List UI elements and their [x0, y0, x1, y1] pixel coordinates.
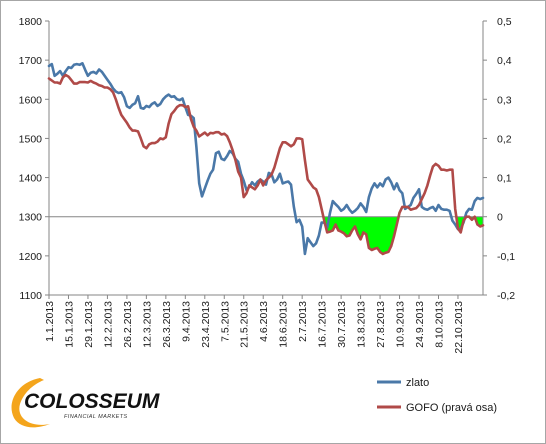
gofo-negative-area — [323, 216, 483, 254]
x-tick-label: 13.8.2013 — [356, 301, 368, 348]
series-line-zlato — [47, 61, 485, 256]
x-tick-label: 22.10.2013 — [453, 301, 465, 354]
x-tick-label: 2.7.2013 — [297, 301, 309, 342]
legend-label-zlato: zlato — [406, 377, 429, 389]
y-right-tick-label: 0,3 — [497, 94, 512, 106]
y-right-tick-label: 0,5 — [497, 16, 512, 28]
x-tick-label: 12.3.2013 — [141, 301, 153, 348]
x-tick-label: 26.2.2013 — [122, 301, 134, 348]
x-tick-label: 26.3.2013 — [161, 301, 173, 348]
x-tick-label: 23.4.2013 — [200, 301, 212, 348]
x-tick-label: 1.1.2013 — [44, 301, 56, 342]
x-tick-label: 7.5.2013 — [219, 301, 231, 342]
x-tick-label: 16.7.2013 — [317, 301, 329, 348]
x-tick-label: 15.1.2013 — [63, 301, 75, 348]
legend: zlato GOFO (pravá osa) — [377, 377, 497, 414]
x-tick-label: 24.9.2013 — [414, 301, 426, 348]
y-left-tick-label: 1700 — [19, 55, 43, 67]
series-line-gofo — [47, 73, 485, 256]
x-tick-label: 4.6.2013 — [258, 301, 270, 342]
gofo-negative-fill-layer — [323, 216, 483, 254]
y-right-tick-label: 0,2 — [497, 133, 512, 145]
y-left-tick-label: 1400 — [19, 173, 43, 185]
y-left-tick-label: 1100 — [19, 290, 42, 302]
logo-wordmark: COLOSSEUM — [24, 390, 160, 413]
x-tick-label: 9.4.2013 — [180, 301, 192, 342]
colosseum-logo: COLOSSEUM FINANCIAL MARKETS — [11, 378, 160, 428]
y-left-tick-label: 1800 — [19, 16, 43, 28]
tick-labels-layer: 1100 1200 1300 1400 1500 1600 1700 1800 -0,2 -0,1… — [19, 16, 516, 354]
x-tick-label: 21.5.2013 — [239, 301, 251, 348]
logo-swoosh-inner-icon — [23, 384, 38, 414]
axes-layer — [45, 20, 487, 299]
y-left-tick-label: 1600 — [19, 94, 43, 106]
y-right-tick-label: -0,2 — [497, 290, 515, 302]
x-tick-label: 12.2.2013 — [102, 301, 114, 348]
logo-swoosh-icon — [11, 378, 50, 428]
x-tick-label: 10.9.2013 — [395, 301, 407, 348]
legend-label-gofo: GOFO (pravá osa) — [406, 402, 497, 414]
y-right-tick-label: 0,1 — [497, 173, 512, 185]
x-tick-label: 30.7.2013 — [336, 301, 348, 348]
x-tick-label: 27.8.2013 — [375, 301, 387, 348]
y-left-tick-label: 1500 — [19, 133, 43, 145]
y-right-tick-label: -0,1 — [497, 251, 515, 263]
series-layer — [47, 61, 485, 256]
x-tick-label: 18.6.2013 — [278, 301, 290, 348]
y-right-tick-label: 0 — [497, 212, 503, 224]
x-tick-label: 8.10.2013 — [433, 301, 445, 348]
y-right-tick-label: 0,4 — [497, 55, 512, 67]
y-left-tick-label: 1200 — [19, 251, 43, 263]
y-left-tick-label: 1300 — [19, 212, 43, 224]
x-tick-label: 29.1.2013 — [83, 301, 95, 348]
logo-tagline: FINANCIAL MARKETS — [64, 414, 128, 420]
